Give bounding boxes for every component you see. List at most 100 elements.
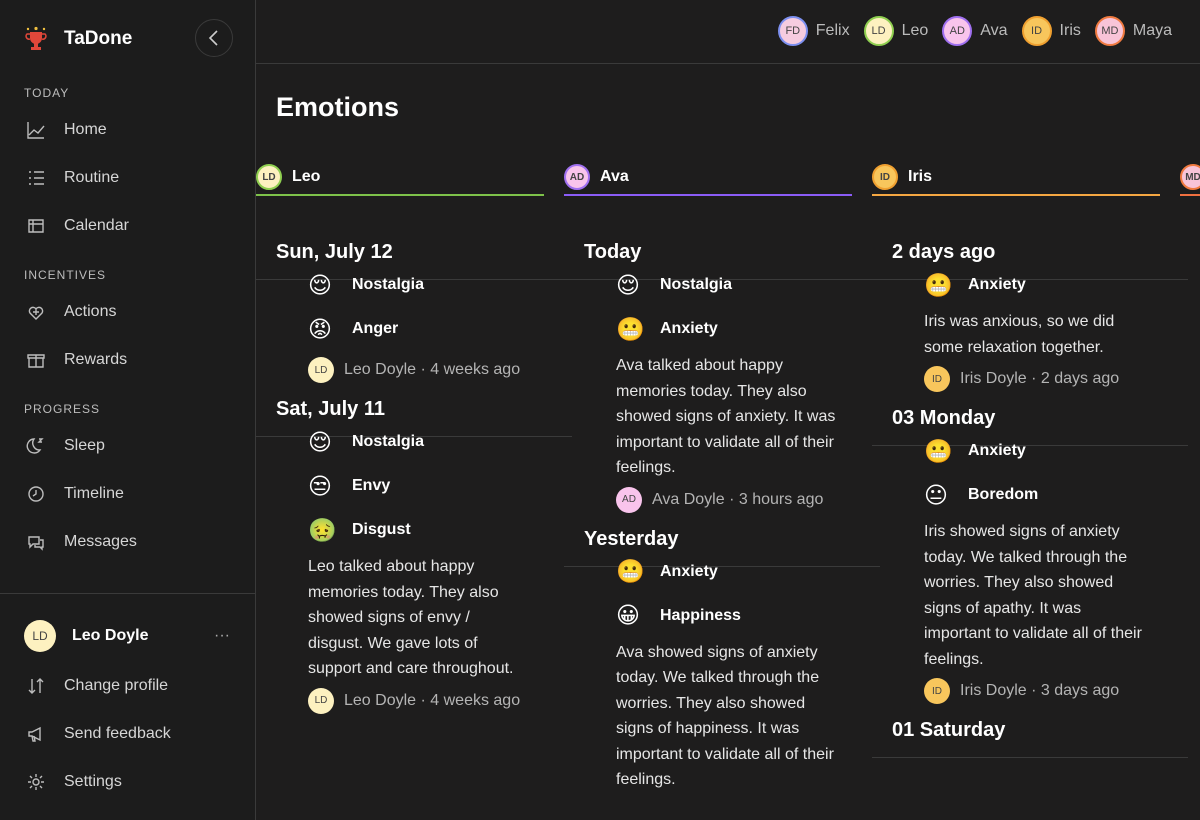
app-name: TaDone: [64, 28, 133, 49]
emotion-emoji: 😀: [616, 602, 640, 628]
user-chip[interactable]: LD Leo: [863, 16, 929, 46]
entry: 😌 Nostalgia 😒 Envy 🤢 Disgust Leo talked about …: [256, 420, 544, 716]
avatar: AD: [564, 164, 590, 190]
avatar: ID: [924, 366, 950, 392]
entry-author: Ava Doyle · 3 hours ago: [652, 490, 824, 508]
day-heading: 2 days ago: [872, 236, 1188, 280]
emotion-row: 😬 Anxiety: [616, 307, 852, 351]
user-chip[interactable]: MD Maya: [1094, 16, 1172, 46]
emotion-column: MD: [1180, 160, 1200, 820]
more-button[interactable]: ···: [214, 627, 230, 644]
emotion-emoji: 😬: [924, 271, 953, 298]
day-heading: Yesterday: [564, 523, 880, 567]
nav-label: Routine: [64, 169, 120, 186]
avatar: MD: [1094, 16, 1125, 46]
nav-icon: [28, 726, 41, 742]
emotion-name: Anxiety: [968, 276, 1026, 293]
entry-author: Leo Doyle · 4 weeks ago: [344, 691, 521, 709]
nav-icon: [28, 536, 44, 551]
user-name: Felix: [815, 22, 850, 39]
nav-item[interactable]: Settings: [0, 762, 255, 802]
nav-label: Messages: [64, 533, 137, 550]
entry-meta: LD Leo Doyle · 4 weeks ago: [308, 686, 544, 716]
emotion-name: Envy: [352, 477, 391, 494]
emotion-name: Nostalgia: [352, 276, 425, 293]
entry-author: Iris Doyle · 3 days ago: [960, 682, 1120, 699]
day-heading: 03 Monday: [872, 402, 1188, 446]
user-chip[interactable]: ID Iris: [1021, 16, 1081, 46]
emotion-row: 😌 Nostalgia: [308, 420, 544, 464]
entry-meta: ID Iris Doyle · 2 days ago: [924, 364, 1160, 394]
avatar: ID: [924, 678, 950, 704]
user-name: Iris: [1059, 22, 1081, 39]
section-title: TODAY: [24, 86, 70, 100]
nav-item[interactable]: Rewards: [0, 340, 255, 380]
emotion-name: Anxiety: [968, 442, 1026, 459]
emotion-row: 😌 Nostalgia: [308, 263, 544, 307]
emotion-emoji: 🤢: [308, 516, 337, 543]
emotion-name: Happiness: [660, 606, 741, 624]
nav-label: Actions: [64, 303, 117, 320]
nav-item[interactable]: Messages: [0, 522, 255, 562]
nav-item[interactable]: Calendar: [0, 206, 255, 246]
nav-icon: [27, 354, 45, 368]
section-title: INCENTIVES: [24, 268, 107, 282]
emotion-row: 😬 Anxiety: [924, 263, 1160, 307]
logo-icon: [25, 26, 47, 50]
nav-item[interactable]: Send feedback: [0, 714, 255, 754]
nav-label: Home: [64, 121, 107, 138]
emotion-column: LD Leo Sun, July 12 😌 Nostalgia 😡 Anger LD Leo D…: [256, 160, 572, 820]
page-title: Emotions: [276, 92, 400, 122]
emotion-emoji: 😒: [308, 472, 332, 499]
column-name: Leo: [292, 168, 321, 185]
day-group: Yesterday 😬 Anxiety 😀 Happiness Ava showed si…: [564, 523, 880, 793]
nav-icon: [27, 122, 45, 139]
emotion-emoji: 😬: [924, 437, 953, 464]
column-header: LD Leo: [256, 160, 544, 196]
entry-note: Iris was anxious, so we did some relaxat…: [924, 313, 1115, 356]
entry: 😬 Anxiety 😀 Happiness Ava showed signs of an…: [564, 550, 852, 793]
entry-note: Ava showed signs of anxiety today. We ta…: [616, 643, 834, 789]
nav-item[interactable]: Actions: [0, 292, 255, 332]
avatar: LD: [308, 357, 334, 383]
entry-note: Leo talked about happy memories today. T…: [308, 558, 514, 677]
nav-label: Send feedback: [64, 725, 171, 742]
emotion-emoji: 😌: [308, 428, 332, 455]
day-group: 03 Monday 😬 Anxiety 😐 Boredom Iris showed sig…: [872, 402, 1188, 706]
sidebar: TaDone TODAY Home Routine Calendar INCENTIVE…: [0, 0, 256, 820]
nav-item[interactable]: Timeline: [0, 474, 255, 514]
user-chip[interactable]: AD Ava: [942, 16, 1008, 46]
section-title: PROGRESS: [24, 402, 101, 416]
user-name: Ava: [980, 22, 1008, 39]
nav-item[interactable]: Home: [0, 110, 255, 150]
column-name: Iris: [908, 168, 933, 185]
avatar: FD: [777, 16, 808, 46]
user-switcher: FD Felix LD Leo AD Ava ID Iris MD Maya: [777, 16, 1172, 46]
nav-icon: [26, 438, 44, 454]
user-row[interactable]: LD Leo Doyle ···: [0, 616, 255, 656]
day-group: Sat, July 11 😌 Nostalgia 😒 Envy 🤢 Disgust Leo t…: [256, 393, 572, 716]
nav-item[interactable]: Change profile: [0, 666, 255, 706]
emotion-name: Nostalgia: [352, 433, 425, 450]
nav-item[interactable]: Routine: [0, 158, 255, 198]
day-heading: Sun, July 12: [256, 236, 572, 280]
user-name: Maya: [1132, 22, 1172, 39]
emotion-column: AD Ava Today 😌 Nostalgia 😬 Anxiety Ava talked a…: [564, 160, 880, 820]
entry-meta: LD Leo Doyle · 4 weeks ago: [308, 355, 544, 385]
day-group: Today 😌 Nostalgia 😬 Anxiety Ava talked about …: [564, 236, 880, 515]
emotion-emoji: 😌: [308, 271, 332, 298]
nav-item[interactable]: Sleep: [0, 426, 255, 466]
nav-icon: [28, 678, 44, 694]
user-chip[interactable]: FD Felix: [777, 16, 850, 46]
emotion-name: Boredom: [968, 486, 1039, 503]
avatar: ID: [872, 164, 898, 190]
user-name: Leo: [901, 22, 929, 39]
collapse-button[interactable]: [195, 19, 233, 57]
emotion-name: Anxiety: [660, 320, 718, 337]
entry-meta: AD Ava Doyle · 3 hours ago: [616, 485, 852, 515]
nav-label: Rewards: [64, 351, 128, 368]
emotion-row: 😬 Anxiety: [616, 550, 852, 594]
day-group: Sun, July 12 😌 Nostalgia 😡 Anger LD Leo Doyle …: [256, 236, 572, 385]
avatar: LD: [256, 164, 282, 190]
